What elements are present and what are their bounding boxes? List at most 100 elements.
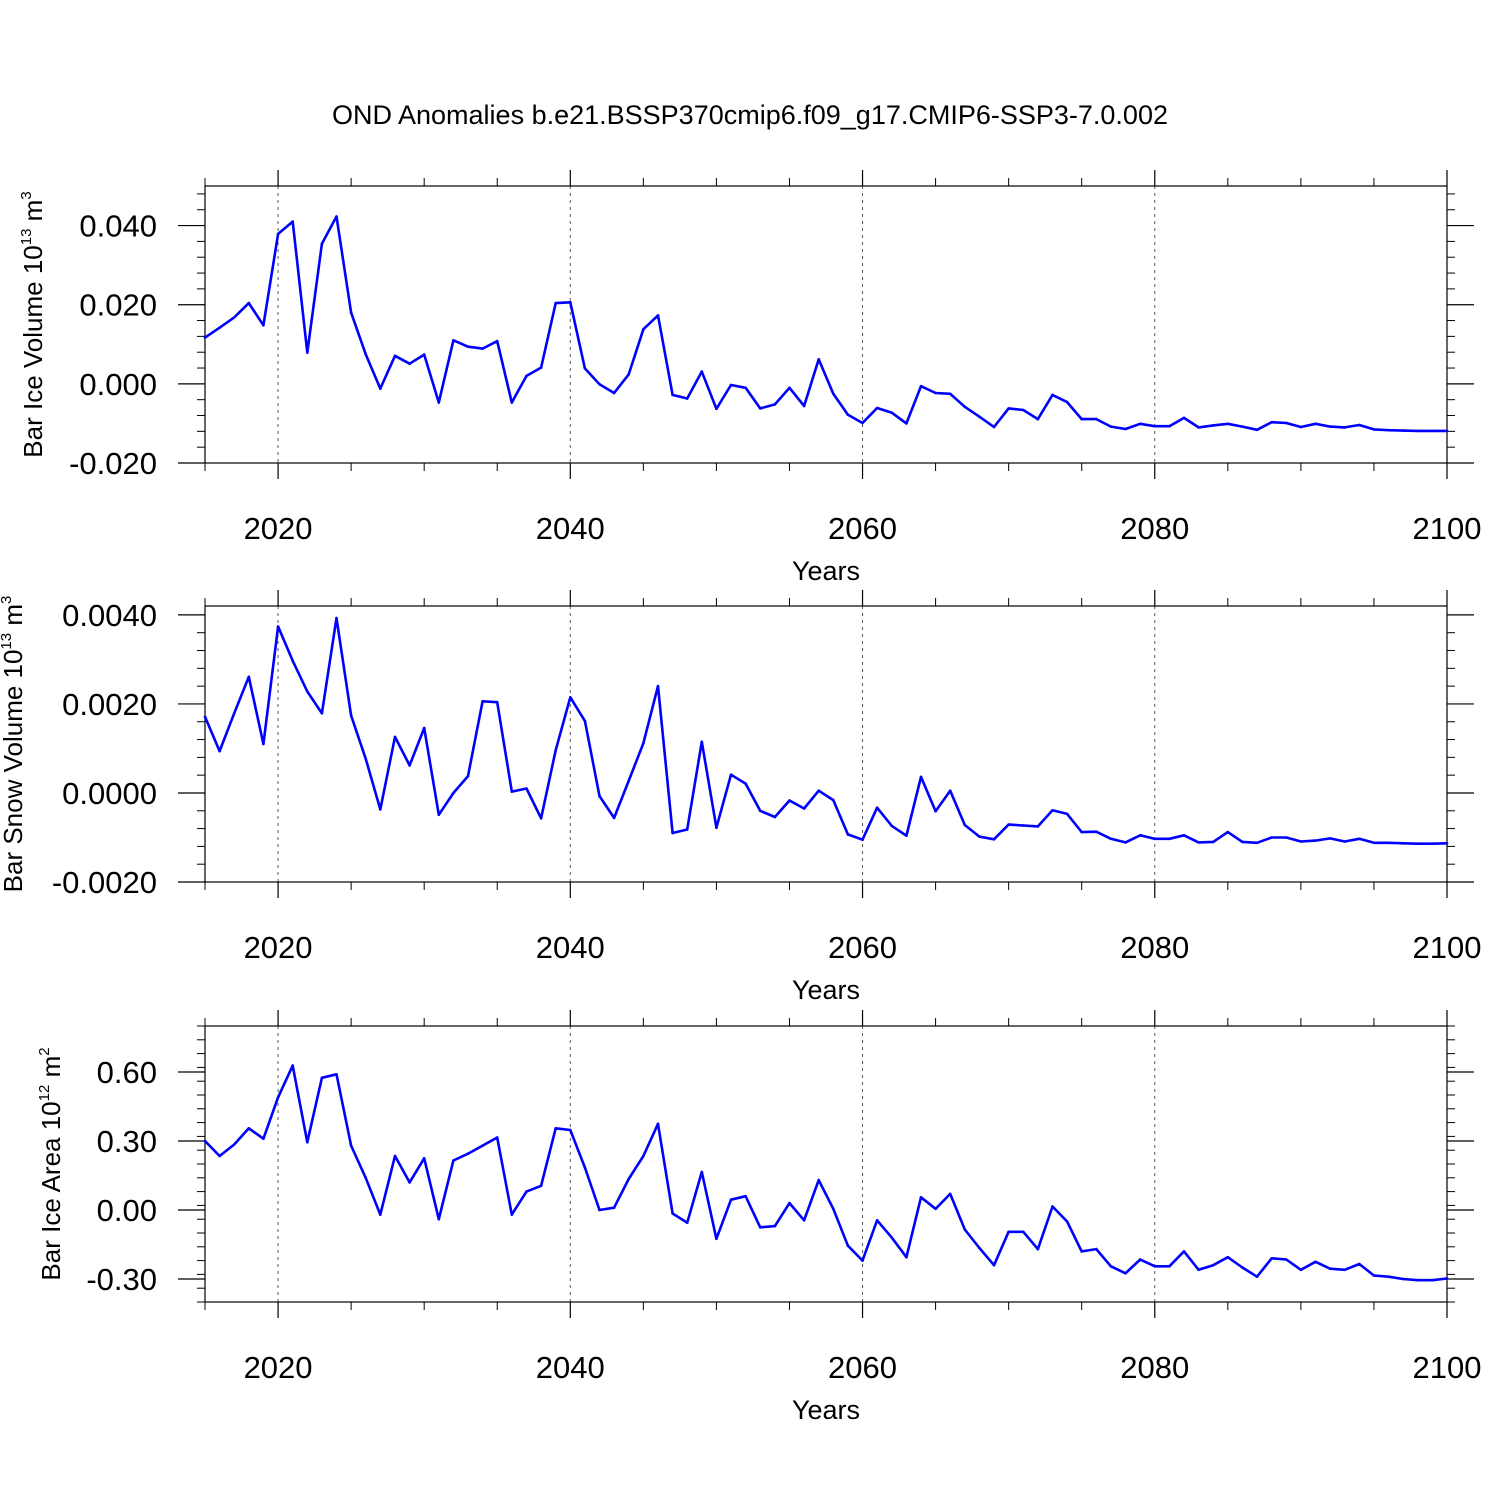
data-point: [408, 1181, 411, 1184]
data-point: [1051, 1205, 1054, 1208]
data-point: [1285, 1258, 1288, 1261]
data-point: [1080, 417, 1083, 421]
data-point: [349, 714, 353, 717]
x-tick-label: 2080: [1120, 1350, 1189, 1385]
data-point: [846, 1244, 850, 1247]
x-tick-label: 2060: [828, 511, 897, 546]
data-point: [1124, 1272, 1127, 1275]
data-point: [744, 386, 747, 390]
data-point: [1299, 425, 1303, 429]
data-point: [1051, 393, 1054, 397]
data-point: [802, 807, 806, 810]
data-point: [671, 393, 674, 397]
panels: 2020 2040 2060 2080 2100 -0.020 0.000 0.020 0.04…: [0, 170, 1481, 1425]
data-point: [379, 387, 382, 390]
data-point: [817, 789, 820, 792]
data-point: [1445, 842, 1449, 845]
data-point: [1241, 840, 1244, 844]
data-point: [320, 1076, 324, 1080]
data-point: [1065, 400, 1069, 404]
data-point: [1226, 830, 1230, 834]
data-point: [671, 831, 674, 835]
data-point: [539, 817, 543, 820]
data-point: [729, 1198, 733, 1201]
data-point: [335, 616, 338, 620]
data-point: [1358, 837, 1361, 841]
data-point: [422, 726, 426, 730]
data-point: [1314, 839, 1317, 842]
data-point: [861, 421, 864, 425]
data-point: [306, 351, 309, 354]
data-point: [1168, 1265, 1171, 1268]
data-point: [335, 215, 338, 218]
data-point: [832, 798, 835, 802]
series-line: [204, 1064, 1448, 1282]
data-point: [1197, 841, 1200, 844]
data-point: [452, 1159, 455, 1162]
data-point: [262, 1137, 265, 1140]
data-point: [627, 373, 630, 376]
data-point: [291, 1064, 295, 1067]
data-point: [715, 407, 718, 411]
x-tick-label: 2040: [536, 1350, 605, 1385]
data-point: [948, 1192, 952, 1196]
data-point: [656, 1122, 660, 1126]
data-point: [408, 764, 411, 767]
data-point: [744, 1194, 747, 1198]
x-tick-label: 2080: [1120, 930, 1189, 965]
data-point: [349, 1144, 353, 1147]
data-point: [364, 1176, 368, 1180]
data-point: [934, 391, 937, 395]
data-point: [729, 383, 733, 387]
y-tick-label: 0.000: [79, 367, 157, 402]
data-point: [685, 1221, 689, 1224]
data-point: [1343, 426, 1346, 429]
data-point: [1153, 837, 1157, 841]
data-point: [1285, 421, 1288, 425]
data-point: [1372, 841, 1376, 845]
data-point: [1255, 1275, 1259, 1278]
data-point: [1431, 842, 1434, 845]
data-point: [1124, 427, 1127, 431]
data-point: [1109, 1265, 1113, 1268]
data-point: [846, 413, 850, 417]
y-tick-label: -0.020: [69, 446, 157, 481]
x-tick-label: 2060: [828, 1350, 897, 1385]
data-point: [700, 1170, 704, 1174]
data-point: [700, 370, 704, 373]
data-point: [1138, 422, 1142, 426]
data-point: [685, 828, 689, 831]
data-point: [1431, 1278, 1434, 1282]
data-point: [306, 690, 309, 693]
x-tick-label: 2100: [1413, 930, 1482, 965]
data-point: [554, 1127, 557, 1130]
data-point: [203, 1139, 207, 1143]
data-point: [364, 757, 368, 760]
data-point: [1285, 836, 1288, 839]
data-point: [948, 789, 952, 792]
data-point: [1387, 428, 1390, 432]
data-point: [393, 735, 397, 739]
data-point: [919, 1196, 923, 1199]
data-point: [335, 1073, 338, 1076]
data-point: [1416, 429, 1420, 433]
data-point: [934, 1207, 937, 1211]
data-point: [262, 742, 265, 746]
data-point: [1343, 1268, 1346, 1272]
data-point: [569, 696, 572, 699]
data-point: [685, 397, 689, 400]
data-point: [1241, 425, 1244, 428]
x-tick-label: 2100: [1413, 1350, 1482, 1385]
data-point: [393, 1154, 397, 1158]
x-axis-label: Years: [792, 556, 860, 586]
y-axis-label: Bar Snow Volume 1013 m3: [0, 596, 28, 893]
data-point: [232, 1143, 236, 1146]
data-point: [598, 794, 601, 798]
data-point: [510, 401, 514, 404]
data-point: [262, 324, 265, 327]
data-point: [276, 232, 280, 236]
data-point: [306, 1140, 309, 1144]
y-axis-label: Bar Ice Area 1012 m2: [36, 1047, 66, 1280]
data-point: [1036, 417, 1040, 421]
